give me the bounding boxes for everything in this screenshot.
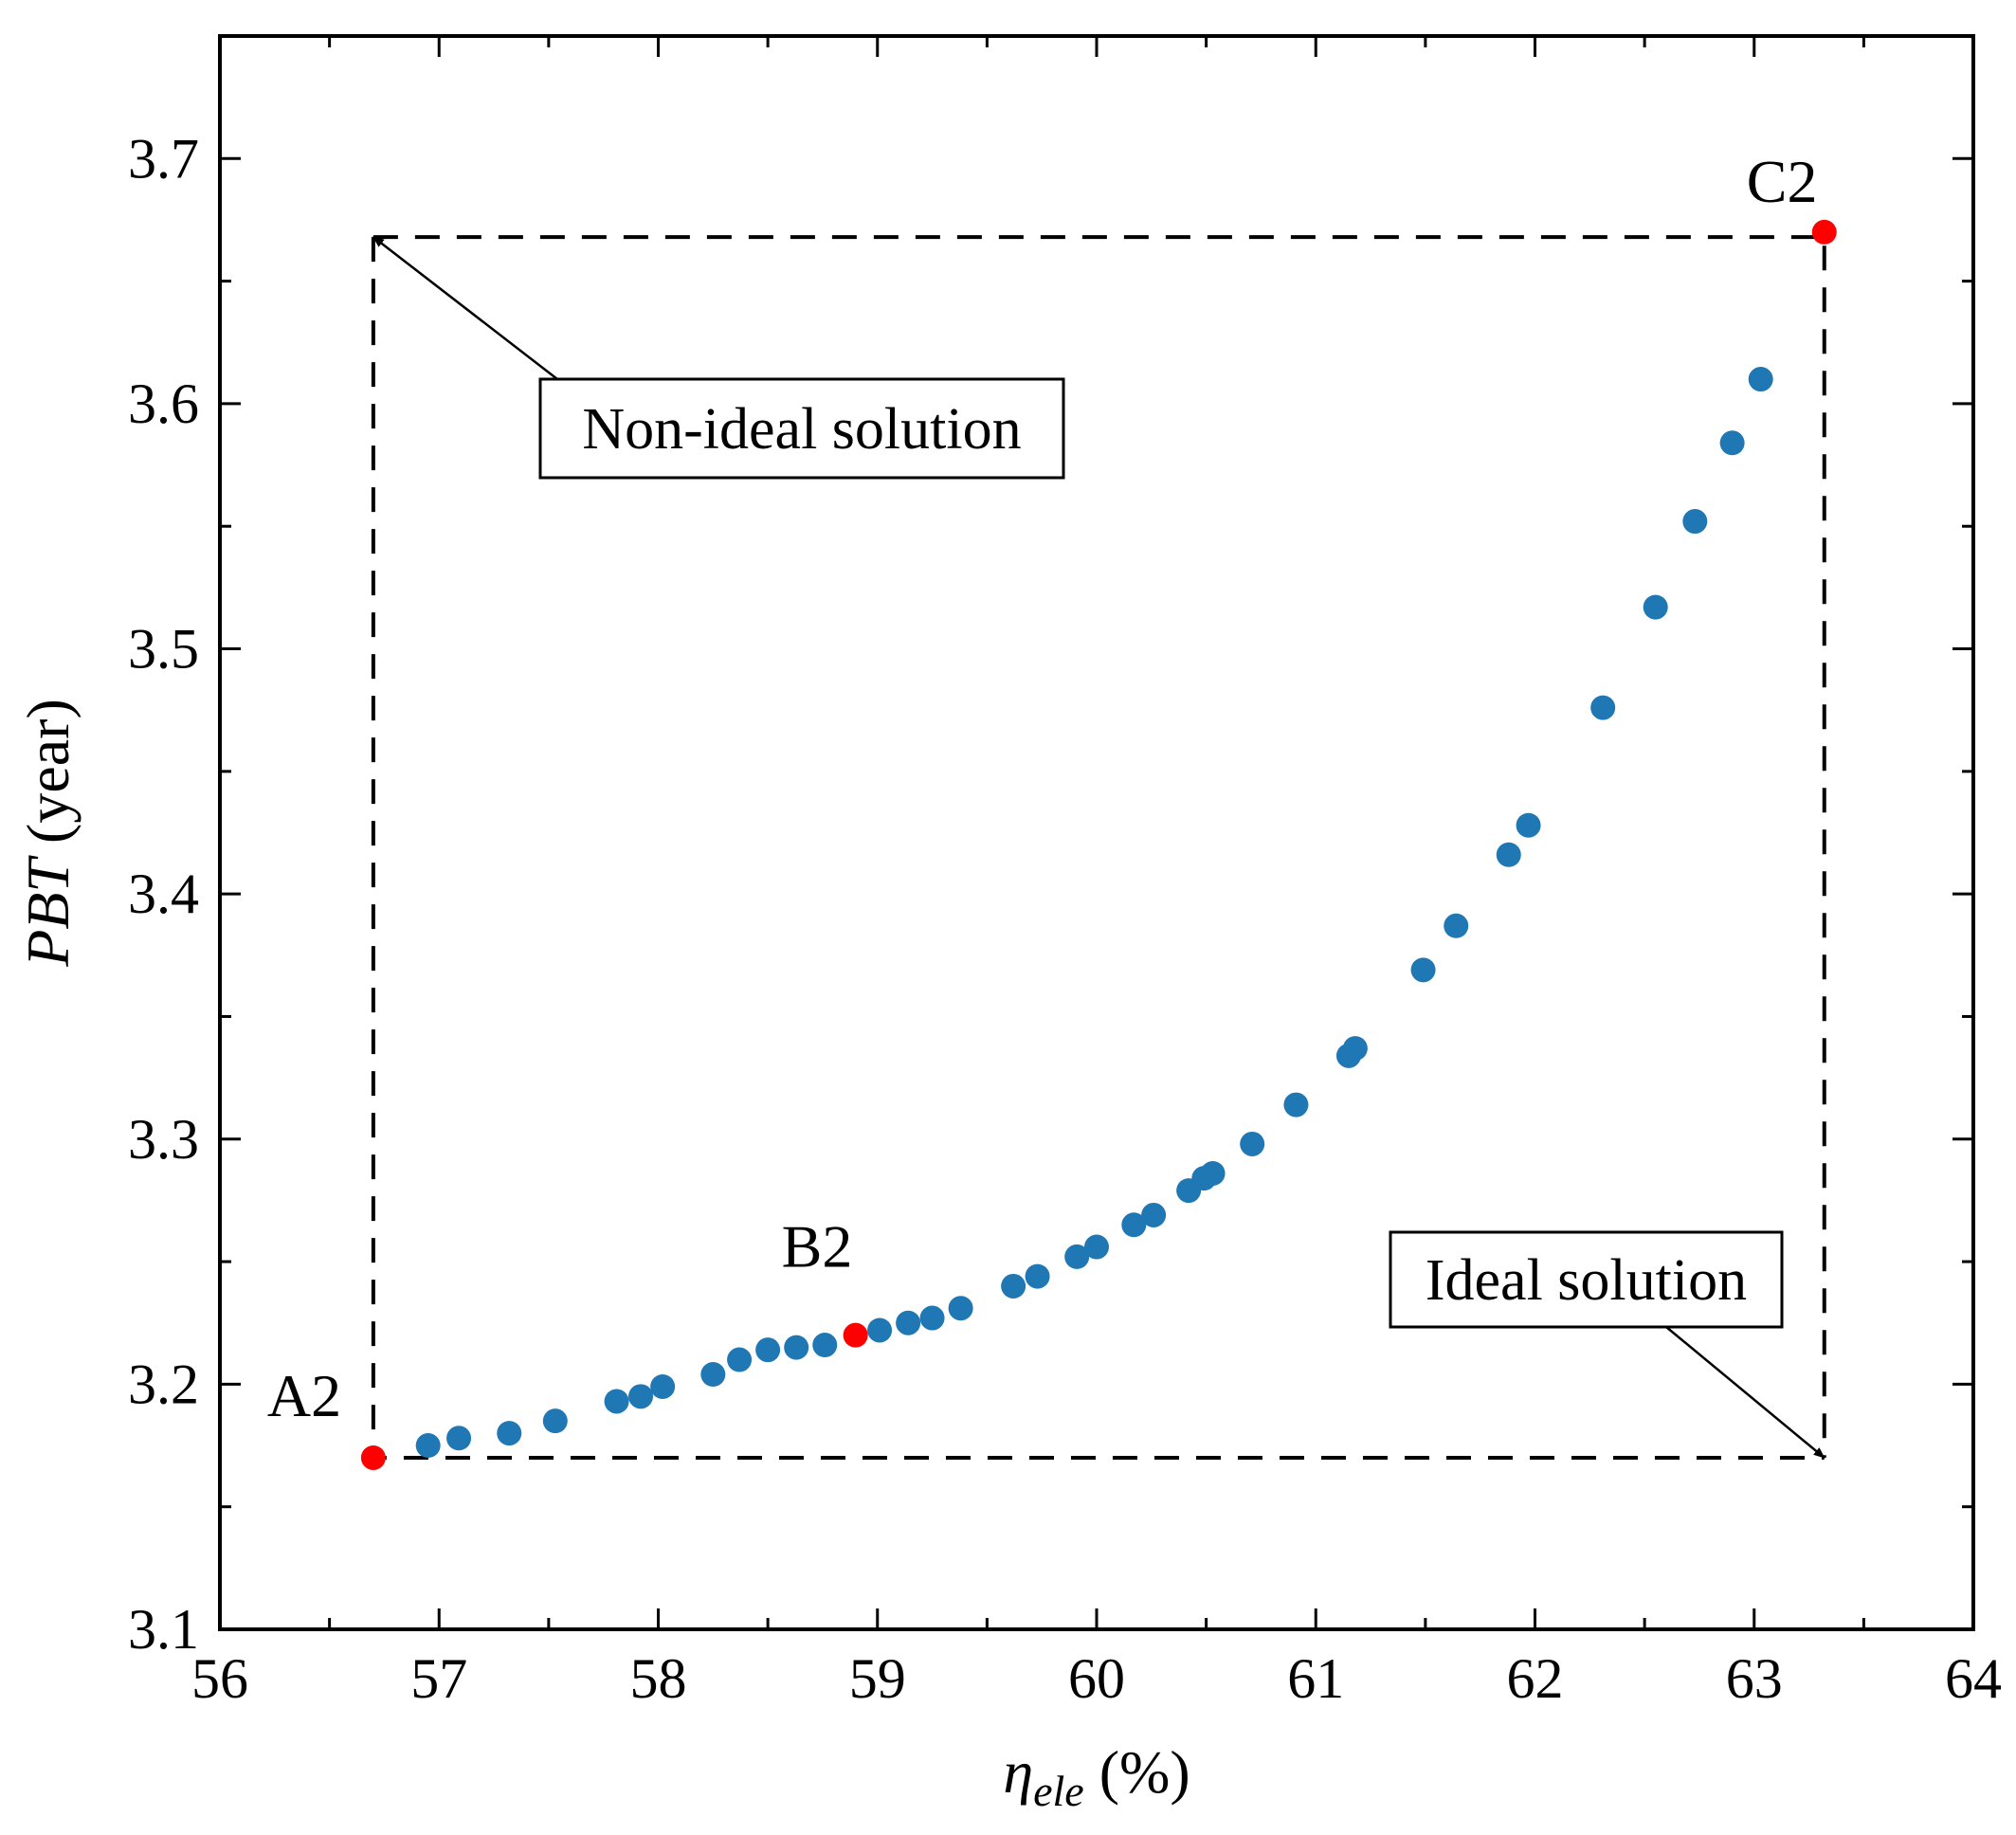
x-tick-label: 63 xyxy=(1726,1647,1783,1710)
pareto-point xyxy=(919,1305,945,1331)
pareto-point xyxy=(1141,1202,1167,1227)
pareto-point xyxy=(755,1337,781,1363)
point-label-a2: A2 xyxy=(267,1362,341,1429)
y-tick-label: 3.1 xyxy=(128,1598,199,1661)
pareto-point xyxy=(542,1408,568,1434)
pareto-point xyxy=(1444,913,1469,938)
pareto-point xyxy=(1496,842,1521,867)
pareto-point xyxy=(1748,367,1773,392)
selected-point-b2 xyxy=(843,1322,868,1348)
y-axis-ticks: 3.1 3.2 3.3 3.4 3.5 3.6 3.7 xyxy=(128,127,1973,1661)
pareto-point xyxy=(1719,430,1745,456)
pareto-point xyxy=(628,1384,653,1409)
non-ideal-solution-label: Non-ideal solution xyxy=(582,397,1021,462)
pareto-point xyxy=(812,1333,838,1358)
y-tick-label: 3.4 xyxy=(128,863,199,925)
pareto-point xyxy=(1200,1160,1226,1186)
pareto-point xyxy=(784,1335,809,1360)
selected-point-c2 xyxy=(1811,219,1837,245)
pareto-point xyxy=(1240,1131,1265,1156)
point-label-b2: B2 xyxy=(782,1213,853,1281)
x-tick-label: 59 xyxy=(849,1647,906,1710)
pareto-point xyxy=(1590,695,1616,720)
x-tick-label: 57 xyxy=(410,1647,467,1710)
x-axis-label: ηele (%) xyxy=(1003,1738,1190,1815)
pareto-point xyxy=(604,1389,629,1414)
pareto-point xyxy=(415,1433,441,1459)
non-ideal-solution-annotation: Non-ideal solution xyxy=(538,377,1065,480)
pareto-point xyxy=(1342,1036,1368,1062)
non-ideal-solution-box xyxy=(538,377,1065,480)
annotations: Non-ideal solution Ideal solution xyxy=(538,377,1784,1329)
pareto-point xyxy=(1084,1234,1109,1260)
x-tick-label: 61 xyxy=(1287,1647,1344,1710)
pareto-point xyxy=(1064,1244,1090,1269)
pareto-point xyxy=(1025,1263,1050,1289)
x-tick-label: 56 xyxy=(191,1647,248,1710)
pareto-point xyxy=(1121,1212,1147,1238)
pareto-point xyxy=(1001,1273,1026,1299)
pareto-point xyxy=(1283,1092,1309,1117)
pareto-point xyxy=(867,1317,893,1343)
pareto-point xyxy=(700,1362,726,1388)
y-tick-label: 3.3 xyxy=(128,1108,199,1171)
pareto-point xyxy=(1643,594,1668,620)
pareto-point xyxy=(1516,812,1541,838)
pareto-point xyxy=(1410,957,1436,983)
non-ideal-boundary xyxy=(372,235,1826,1458)
y-tick-label: 3.5 xyxy=(128,618,199,681)
y-tick-label: 3.7 xyxy=(128,127,199,190)
y-axis-label: PBT (year) xyxy=(14,699,82,968)
annotation-arrows xyxy=(372,236,1825,1459)
ideal-solution-box xyxy=(1389,1230,1784,1329)
point-label-c2: C2 xyxy=(1747,148,1818,215)
pareto-point xyxy=(948,1296,973,1321)
y-tick-label: 3.6 xyxy=(128,372,199,435)
ideal-solution-label: Ideal solution xyxy=(1426,1248,1747,1313)
pareto-point xyxy=(1682,509,1708,535)
pareto-point xyxy=(650,1373,676,1399)
selected-point-a2 xyxy=(360,1444,386,1470)
pareto-point xyxy=(896,1310,921,1335)
pareto-point xyxy=(727,1347,753,1372)
x-tick-label: 60 xyxy=(1068,1647,1125,1710)
ideal-solution-annotation: Ideal solution xyxy=(1389,1230,1784,1329)
y-tick-label: 3.2 xyxy=(128,1353,199,1415)
data-points: A2 B2 C2 xyxy=(267,148,1837,1470)
non-ideal-solution-arrow xyxy=(372,236,558,380)
x-tick-label: 64 xyxy=(1945,1647,2002,1710)
x-tick-label: 62 xyxy=(1507,1647,1564,1710)
ideal-solution-arrow xyxy=(1665,1326,1825,1459)
x-axis-ticks: 56 57 58 59 60 61 62 63 64 xyxy=(191,36,2002,1710)
x-tick-label: 58 xyxy=(630,1647,687,1710)
pareto-point xyxy=(497,1421,522,1446)
pareto-point xyxy=(446,1426,472,1451)
